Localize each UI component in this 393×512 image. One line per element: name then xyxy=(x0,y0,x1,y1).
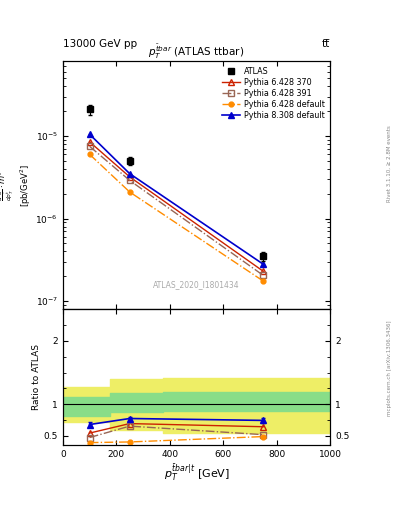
Line: Pythia 6.428 370: Pythia 6.428 370 xyxy=(86,139,266,274)
Line: Pythia 8.308 default: Pythia 8.308 default xyxy=(86,131,266,267)
Pythia 6.428 370 xyxy=(127,174,132,180)
Text: Rivet 3.1.10, ≥ 2.8M events: Rivet 3.1.10, ≥ 2.8M events xyxy=(387,125,392,202)
Pythia 8.308 default xyxy=(261,261,266,267)
Title: $p_T^{\bar{t}bar}$ (ATLAS ttbar): $p_T^{\bar{t}bar}$ (ATLAS ttbar) xyxy=(148,43,245,61)
Pythia 8.308 default xyxy=(87,131,92,137)
Text: mcplots.cern.ch [arXiv:1306.3436]: mcplots.cern.ch [arXiv:1306.3436] xyxy=(387,321,392,416)
Pythia 6.428 370 xyxy=(87,139,92,145)
Text: ATLAS_2020_I1801434: ATLAS_2020_I1801434 xyxy=(153,281,240,289)
Pythia 6.428 391 xyxy=(127,177,132,183)
Pythia 6.428 default xyxy=(87,151,92,157)
Pythia 8.308 default xyxy=(127,170,132,177)
Legend: ATLAS, Pythia 6.428 370, Pythia 6.428 391, Pythia 6.428 default, Pythia 8.308 de: ATLAS, Pythia 6.428 370, Pythia 6.428 39… xyxy=(220,66,326,122)
Line: Pythia 6.428 391: Pythia 6.428 391 xyxy=(86,143,266,279)
Text: 13000 GeV pp: 13000 GeV pp xyxy=(63,38,137,49)
X-axis label: $p^{\bar{t}bar|t}_T$ [GeV]: $p^{\bar{t}bar|t}_T$ [GeV] xyxy=(163,462,230,483)
Pythia 6.428 default xyxy=(127,189,132,195)
Pythia 6.428 391 xyxy=(87,143,92,150)
Pythia 6.428 default xyxy=(261,278,266,284)
Text: tt̅: tt̅ xyxy=(322,38,330,49)
Y-axis label: $\frac{d^2\sigma}{dp_T^{\bar{t}}}\cdot m^{\bar{t}}$
[pb/GeV$^2$]: $\frac{d^2\sigma}{dp_T^{\bar{t}}}\cdot m… xyxy=(0,164,33,207)
Pythia 6.428 391 xyxy=(261,272,266,279)
Pythia 6.428 370 xyxy=(261,268,266,274)
Line: Pythia 6.428 default: Pythia 6.428 default xyxy=(87,152,266,284)
Y-axis label: Ratio to ATLAS: Ratio to ATLAS xyxy=(32,344,41,410)
